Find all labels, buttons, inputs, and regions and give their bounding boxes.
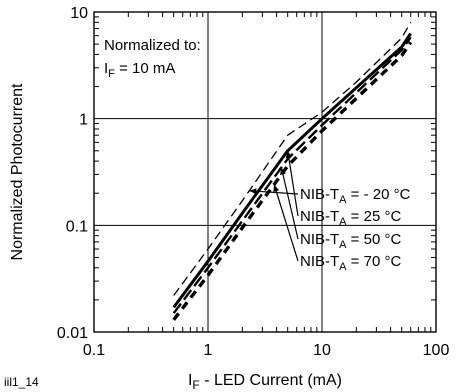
leader-line	[280, 167, 299, 240]
y-tick-label: 0.1	[66, 218, 88, 235]
x-axis-label: IF - LED Current (mA)	[188, 372, 342, 392]
series-line	[172, 41, 413, 321]
plot-frame	[93, 11, 437, 333]
leader-line	[273, 184, 299, 262]
leader-arrowhead	[280, 167, 286, 176]
leader-lines	[249, 150, 299, 262]
leader-arrowhead	[249, 188, 257, 195]
x-tick-label: 0.1	[83, 342, 105, 359]
leader-arrowhead	[285, 150, 292, 159]
axis-ticks	[94, 12, 436, 332]
series-line	[172, 32, 412, 309]
x-tick-label: 100	[423, 342, 450, 359]
series-label: NIB-TA = 70 °C	[300, 253, 401, 273]
series-label: NIB-TA = - 20 °C	[300, 186, 411, 206]
y-tick-label: 1	[79, 112, 88, 129]
leader-arrowhead	[273, 184, 280, 193]
x-tick-label: 10	[313, 342, 331, 359]
series-line	[172, 36, 412, 314]
y-tick-label: 10	[70, 5, 88, 22]
normalization-note-line1: Normalized to:	[104, 37, 201, 54]
plot-area	[94, 12, 436, 332]
normalization-note-line2: IF = 10 mA	[104, 60, 175, 80]
x-tick-label: 1	[204, 342, 213, 359]
series-label: NIB-TA = 25 °C	[300, 208, 401, 228]
y-axis-label: Normalized Photocurrent	[9, 83, 26, 261]
leader-line	[249, 190, 299, 195]
leader-line	[287, 150, 299, 217]
curves	[172, 21, 413, 321]
series-label: NIB-TA = 50 °C	[300, 231, 401, 251]
figure-id: iil1_14	[4, 375, 39, 389]
series-line	[173, 21, 412, 296]
y-tick-label: 0.01	[57, 325, 88, 342]
gridlines	[94, 12, 436, 332]
